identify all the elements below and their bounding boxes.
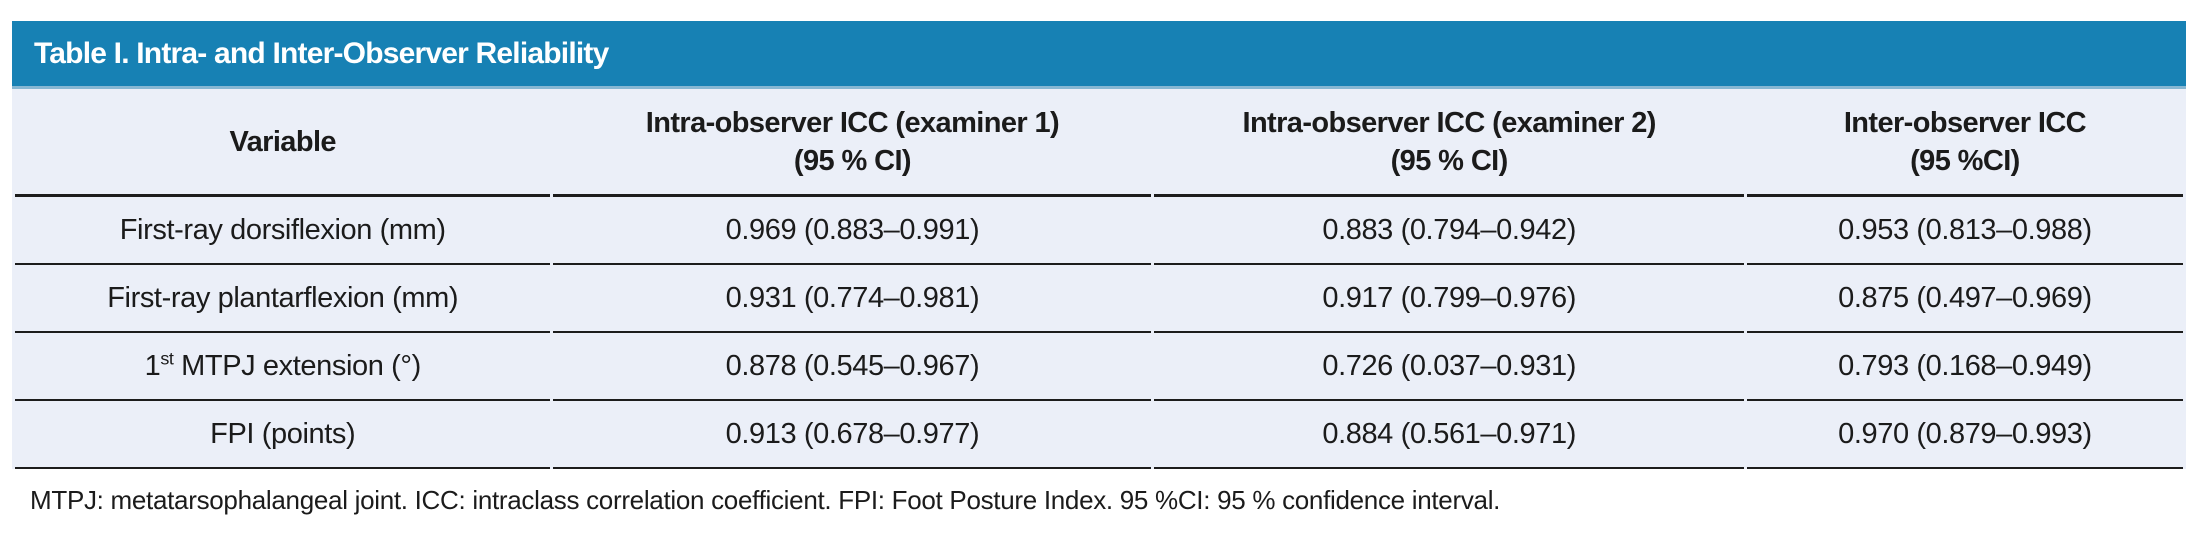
cell-icc-examiner1: 0.969 (0.883–0.991) [553,197,1152,265]
cell-icc-examiner2: 0.917 (0.799–0.976) [1154,265,1744,333]
cell-inter-icc: 0.953 (0.813–0.988) [1746,197,2183,265]
column-header-sublabel: (95 %CI) [1910,144,2020,177]
cell-icc-examiner1: 0.931 (0.774–0.981) [553,265,1152,333]
table-row-first-ray-dorsiflexion: First-ray dorsiflexion (mm) 0.969 (0.883… [15,197,2183,265]
table-title-bar: Table I. Intra- and Inter-Observer Relia… [12,21,2186,89]
cell-icc-examiner2: 0.726 (0.037–0.931) [1154,333,1744,401]
column-header-label: Variable [229,125,336,158]
cell-inter-icc: 0.970 (0.879–0.993) [1746,401,2183,469]
cell-inter-icc: 0.793 (0.168–0.949) [1746,333,2183,401]
column-header-inter-observer: Inter-observer ICC (95 %CI) [1746,89,2183,197]
cell-variable: First-ray plantarflexion (mm) [15,265,551,333]
variable-text-rest: MTPJ extension (°) [173,349,421,382]
variable-text: FPI (points) [210,417,356,450]
table-footnote: MTPJ: metatarsophalangeal joint. ICC: in… [30,485,2186,516]
column-header-variable: Variable [15,89,551,197]
cell-icc-examiner1: 0.913 (0.678–0.977) [553,401,1152,469]
column-header-intra-observer-examiner2: Intra-observer ICC (examiner 2) (95 % CI… [1154,89,1744,197]
cell-variable: 1st MTPJ extension (°) [15,333,551,401]
column-header-label: Intra-observer ICC (examiner 1) [645,106,1060,139]
variable-text: First-ray plantarflexion (mm) [107,281,459,314]
table-title: Table I. Intra- and Inter-Observer Relia… [34,36,609,70]
column-header-label: Intra-observer ICC (examiner 2) [1242,106,1656,139]
column-header-label: Inter-observer ICC [1843,106,2087,139]
column-header-sublabel: (95 % CI) [793,144,912,177]
column-header-sublabel: (95 % CI) [1390,144,1509,177]
header-row: Variable Intra-observer ICC (examiner 1)… [15,89,2183,197]
cell-icc-examiner2: 0.884 (0.561–0.971) [1154,401,1744,469]
reliability-table: Variable Intra-observer ICC (examiner 1)… [12,89,2186,469]
column-header-intra-observer-examiner1: Intra-observer ICC (examiner 1) (95 % CI… [553,89,1152,197]
variable-text: 1 [144,349,161,382]
cell-variable: FPI (points) [15,401,551,469]
table-row-fpi: FPI (points) 0.913 (0.678–0.977) 0.884 (… [15,401,2183,469]
cell-inter-icc: 0.875 (0.497–0.969) [1746,265,2183,333]
cell-icc-examiner1: 0.878 (0.545–0.967) [553,333,1152,401]
table-row-mtpj-extension: 1st MTPJ extension (°) 0.878 (0.545–0.96… [15,333,2183,401]
variable-superscript: st [160,347,174,368]
variable-text: First-ray dorsiflexion (mm) [119,213,446,246]
cell-variable: First-ray dorsiflexion (mm) [15,197,551,265]
cell-icc-examiner2: 0.883 (0.794–0.942) [1154,197,1744,265]
table-row-first-ray-plantarflexion: First-ray plantarflexion (mm) 0.931 (0.7… [15,265,2183,333]
